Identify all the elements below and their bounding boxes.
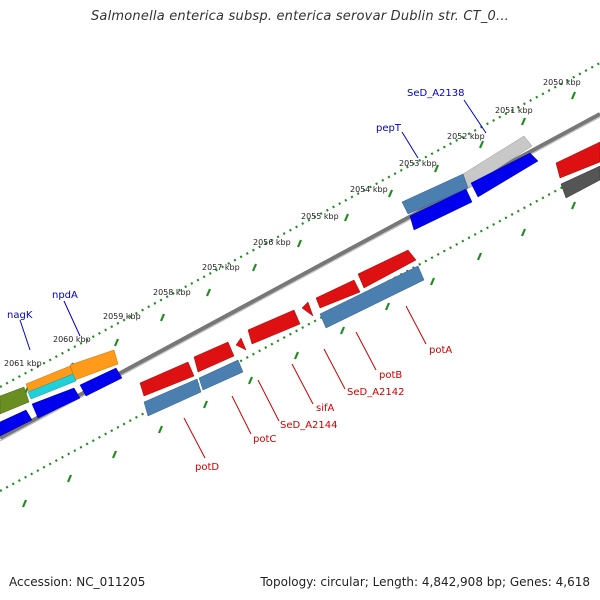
scale-label: 2059 kbp xyxy=(103,312,141,321)
accession-text: Accession: NC_011205 xyxy=(9,575,146,589)
gene-bar-steel xyxy=(143,378,202,417)
gene-label-potd: potD xyxy=(195,462,219,473)
scale-label: 2054 kbp xyxy=(350,185,388,194)
scale-label: 2061 kbp xyxy=(4,359,42,368)
gene-arrow-red xyxy=(193,341,235,373)
gene-arrow-cyan xyxy=(27,373,77,400)
map-title: Salmonella enterica subsp. enterica sero… xyxy=(90,9,509,24)
inner-tick-marks xyxy=(21,201,577,508)
gene-label-npda: npdA xyxy=(52,290,78,301)
scale-label: 2052 kbp xyxy=(447,132,485,141)
scale-label: 2051 kbp xyxy=(495,106,533,115)
gene-arrow-blue xyxy=(470,152,539,198)
reverse-gene-track xyxy=(0,152,539,437)
gene-label-sed-a2138: SeD_A2138 xyxy=(407,88,465,99)
gene-arrow-darkgrey xyxy=(560,165,600,199)
scale-labels: 2050 kbp 2051 kbp 2052 kbp 2053 kbp 2054… xyxy=(4,78,581,368)
inner-dotted-ring xyxy=(0,166,600,492)
gene-bar-steel xyxy=(319,265,425,329)
scale-label: 2058 kbp xyxy=(153,288,191,297)
gene-label-nagk: nagK xyxy=(7,310,33,321)
gene-label-potc: potC xyxy=(253,434,276,445)
gene-label-sed-a2142: SeD_A2142 xyxy=(347,387,405,398)
scale-label: 2050 kbp xyxy=(543,78,581,87)
scale-label: 2053 kbp xyxy=(399,159,437,168)
top-gene-labels: SeD_A2138 pepT npdA nagK xyxy=(7,88,465,321)
gene-arrow-blue xyxy=(31,387,81,419)
bottom-label-leaders xyxy=(183,305,427,459)
scale-label: 2056 kbp xyxy=(253,238,291,247)
gene-arrow-red xyxy=(247,309,301,345)
bottom-gene-labels: potA potB SeD_A2142 sifA SeD_A2144 potC … xyxy=(195,345,452,473)
outer-dotted-ring xyxy=(0,62,600,388)
gene-label-pept: pepT xyxy=(376,123,402,134)
outer-tick-marks xyxy=(23,91,577,395)
gene-arrow-red xyxy=(357,249,417,289)
gene-label-sifa: sifA xyxy=(316,403,335,414)
gene-arrow-red xyxy=(139,361,195,397)
gene-arrow-red xyxy=(235,337,247,351)
gene-label-pota: potA xyxy=(429,345,452,356)
gene-arrow-blue xyxy=(0,409,33,437)
gene-arrow-blue xyxy=(409,188,473,231)
gene-arrow-olive xyxy=(0,386,30,415)
gene-bar-steel xyxy=(198,359,244,391)
top-label-leaders xyxy=(19,99,487,351)
scale-label: 2055 kbp xyxy=(301,212,339,221)
forward-gene-track xyxy=(0,135,600,415)
scale-label: 2060 kbp xyxy=(53,335,91,344)
gene-arrow-blue xyxy=(79,367,123,397)
gene-label-sed-a2144: SeD_A2144 xyxy=(280,420,338,431)
topology-text: Topology: circular; Length: 4,842,908 bp… xyxy=(260,575,590,589)
scale-label: 2057 kbp xyxy=(202,263,240,272)
gene-arrow-red xyxy=(301,301,314,317)
gene-arrow-red xyxy=(555,141,600,179)
gene-arrow-red xyxy=(315,279,361,309)
gene-arrow-steel xyxy=(401,173,469,215)
gene-label-potb: potB xyxy=(379,370,402,381)
